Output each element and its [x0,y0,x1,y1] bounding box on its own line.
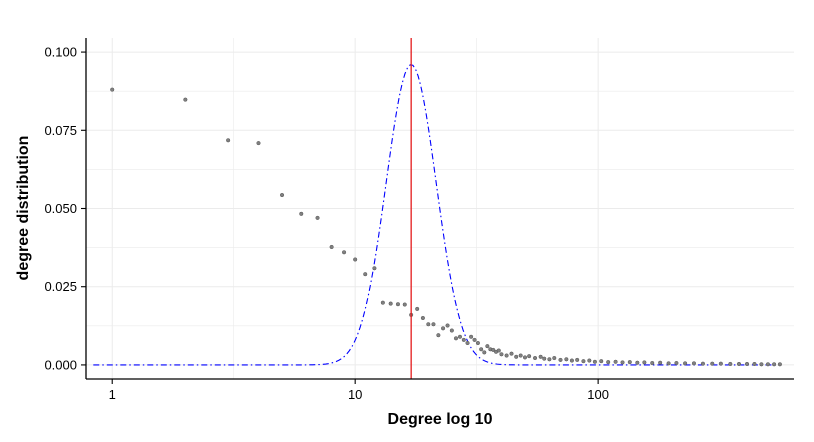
data-point [538,354,543,359]
data-point [691,361,697,366]
data-point [542,356,547,361]
data-point [752,361,757,367]
data-point [299,211,304,216]
data-point [592,359,597,364]
data-point [736,361,742,367]
data-point [485,344,490,349]
data-point [587,358,592,363]
data-point [420,315,425,321]
data-point [279,192,285,198]
data-point [110,87,115,92]
data-point [402,302,407,307]
data-point [415,306,420,311]
data-point [457,334,463,339]
data-point [514,354,519,359]
data-point [569,358,574,363]
data-point [533,355,538,361]
data-point [772,362,777,367]
data-point [683,361,688,366]
data-point [658,360,663,365]
data-point [627,360,632,365]
data-point [445,323,450,328]
data-point [613,359,618,364]
data-point [256,141,261,146]
data-point [635,360,640,365]
data-point [765,362,771,367]
data-point [226,138,231,143]
data-point [426,322,431,327]
data-point [496,348,501,353]
data-point [363,272,368,277]
y-tick-label: 0.100 [44,45,77,60]
data-point [353,257,358,262]
data-points-layer [110,87,782,367]
data-point [472,337,477,342]
data-point [744,361,750,367]
y-axis-title: degree distribution [15,136,32,281]
data-point [581,359,586,364]
data-point [342,250,347,255]
data-point [461,337,466,342]
data-point [599,359,604,364]
y-tick-label: 0.025 [44,279,77,294]
data-point [728,361,733,367]
data-point [620,360,625,365]
data-point [642,360,647,365]
data-point [491,347,496,352]
data-point [183,97,188,102]
data-point [509,351,514,356]
data-point [441,326,446,331]
data-point [482,350,487,355]
data-point [449,328,454,333]
fitted-density-curve [93,64,780,366]
data-point [777,362,782,367]
y-tick-label: 0.000 [44,357,77,372]
data-point [674,360,679,366]
data-point [499,352,504,357]
data-point [395,302,401,307]
data-point [759,362,764,367]
data-point [372,266,377,271]
data-point [700,361,705,366]
data-point [469,334,474,339]
data-point [718,361,723,366]
data-point [558,357,563,362]
data-point [465,340,470,346]
data-point [479,347,484,352]
data-point [522,355,528,360]
data-point [650,360,655,366]
data-point [527,354,532,359]
data-point [575,357,580,362]
data-point [431,322,436,327]
data-point [564,357,569,362]
tick-layer: 0.000 0.025 0.050 0.075 0.100 1 10 100 [44,45,609,402]
data-point [518,353,523,358]
data-point [329,244,334,250]
y-tick-label: 0.075 [44,123,77,138]
y-tick-label: 0.050 [44,201,77,216]
data-point [547,357,552,362]
data-point [504,353,509,358]
data-point [552,355,557,361]
data-point [380,300,385,305]
data-point [453,336,459,341]
fitted-curve-layer [93,64,780,366]
x-tick-label: 100 [587,387,609,402]
data-point [710,361,715,366]
x-tick-label: 1 [109,387,116,402]
x-tick-label: 10 [348,387,362,402]
data-point [388,301,393,306]
data-point [666,361,671,366]
data-point [315,215,320,220]
data-point [606,360,611,365]
data-point [436,333,441,338]
data-point [475,340,480,346]
x-axis-title: Degree log 10 [388,411,493,428]
